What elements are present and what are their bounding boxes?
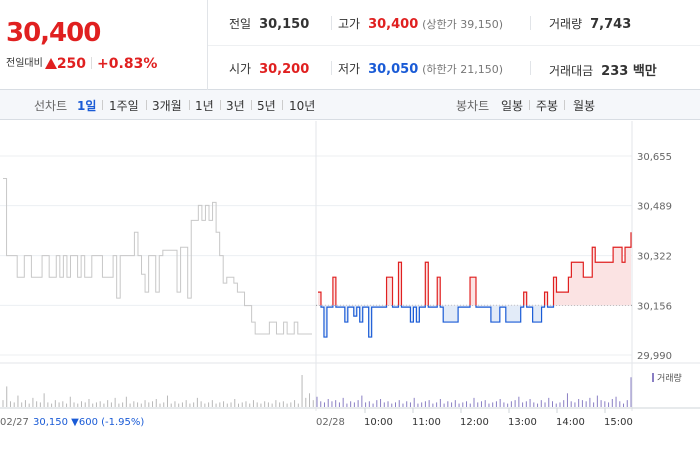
divider [189, 100, 190, 110]
prev-close-value: 30,150 [259, 17, 310, 32]
volume-label: 거래량 [549, 17, 583, 31]
stock-summary: 30,400 전일대비 250 +0.83% 전일 30,150 고가 30,400 (… [0, 0, 700, 90]
high-label: 고가 [338, 17, 361, 31]
divider [564, 100, 565, 110]
divider [220, 100, 221, 110]
candle-chart-label: 봉차트 [456, 99, 490, 113]
candle-monthly[interactable]: 월봉 [573, 99, 596, 113]
period-3y[interactable]: 3년 [226, 99, 245, 113]
amount-label: 거래대금 [549, 64, 594, 78]
open-value: 30,200 [259, 62, 310, 77]
prev-close-label: 전일 [229, 17, 252, 31]
x-tick-label: 02/27 [0, 417, 29, 428]
today-line-down [320, 305, 555, 338]
divider [282, 100, 283, 110]
open-label: 시가 [229, 62, 252, 76]
price-change: 전일대비 250 +0.83% [6, 54, 157, 72]
amount-value: 233 백만 [601, 64, 657, 79]
candle-daily[interactable]: 일봉 [501, 99, 524, 113]
candle-weekly[interactable]: 주봉 [536, 99, 559, 113]
period-1w[interactable]: 1주일 [109, 99, 139, 113]
current-price: 30,400 [6, 18, 101, 48]
prev-day-summary: 30,150 ▼600 (-1.95%) [33, 417, 144, 428]
upper-limit: (상한가 39,150) [422, 18, 504, 31]
period-1d[interactable]: 1일 [77, 99, 97, 113]
divider [91, 57, 93, 69]
volume-value: 7,743 [590, 17, 632, 32]
x-tick-label: 12:00 [460, 417, 489, 428]
divider [102, 100, 103, 110]
divider [208, 45, 700, 46]
period-5y[interactable]: 5년 [257, 99, 276, 113]
divider [530, 61, 531, 75]
divider [529, 100, 530, 110]
today-line-up [318, 232, 632, 306]
price-chart-svg: 30,655 30,489 30,322 30,156 29,990 거래량 02/27 02… [0, 121, 700, 428]
line-chart-label: 선차트 [34, 99, 68, 113]
x-tick-label: 11:00 [412, 417, 441, 428]
divider [331, 61, 332, 75]
prev-day-line [3, 177, 312, 335]
y-tick-label: 30,489 [637, 202, 672, 213]
open-stat: 시가 30,200 [229, 60, 309, 77]
y-tick-label: 30,156 [637, 301, 672, 312]
x-tick-label: 13:00 [508, 417, 537, 428]
period-1y[interactable]: 1년 [195, 99, 214, 113]
lower-limit: (하한가 21,150) [422, 63, 504, 76]
change-percent: +0.83% [97, 56, 158, 72]
x-tick-label: 10:00 [364, 417, 393, 428]
price-chart: 30,655 30,489 30,322 30,156 29,990 거래량 02/27 02… [0, 121, 700, 450]
volume-legend-label: 거래량 [657, 372, 682, 384]
low-label: 저가 [338, 62, 361, 76]
x-tick-label: 15:00 [604, 417, 633, 428]
divider [251, 100, 252, 110]
y-tick-label: 29,990 [637, 351, 672, 362]
divider [146, 100, 147, 110]
high-stat: 고가 30,400 (상한가 39,150) [338, 15, 503, 32]
x-tick-label: 02/28 [316, 417, 345, 428]
period-10y[interactable]: 10년 [289, 99, 316, 113]
y-tick-label: 30,655 [637, 152, 672, 163]
change-label: 전일대비 [6, 58, 43, 69]
price-box: 30,400 전일대비 250 +0.83% [0, 0, 208, 90]
divider [530, 16, 531, 30]
high-value: 30,400 [368, 17, 419, 32]
volume-legend-swatch [652, 373, 654, 382]
volume-stat: 거래량 7,743 [549, 15, 631, 32]
divider [331, 16, 332, 30]
triangle-up-icon [44, 58, 57, 69]
period-3m[interactable]: 3개월 [152, 99, 182, 113]
low-stat: 저가 30,050 (하한가 21,150) [338, 60, 503, 77]
change-amount: 250 [56, 56, 87, 72]
up-area [318, 232, 631, 306]
low-value: 30,050 [368, 62, 419, 77]
y-tick-label: 30,322 [637, 252, 672, 263]
x-tick-label: 14:00 [556, 417, 585, 428]
chart-toolbar: 선차트 1일 1주일 3개월 1년 3년 5년 10년 봉차트 일봉 주봉 월봉 [0, 90, 700, 120]
prev-close-stat: 전일 30,150 [229, 15, 309, 32]
amount-stat: 거래대금 233 백만 [549, 60, 657, 79]
